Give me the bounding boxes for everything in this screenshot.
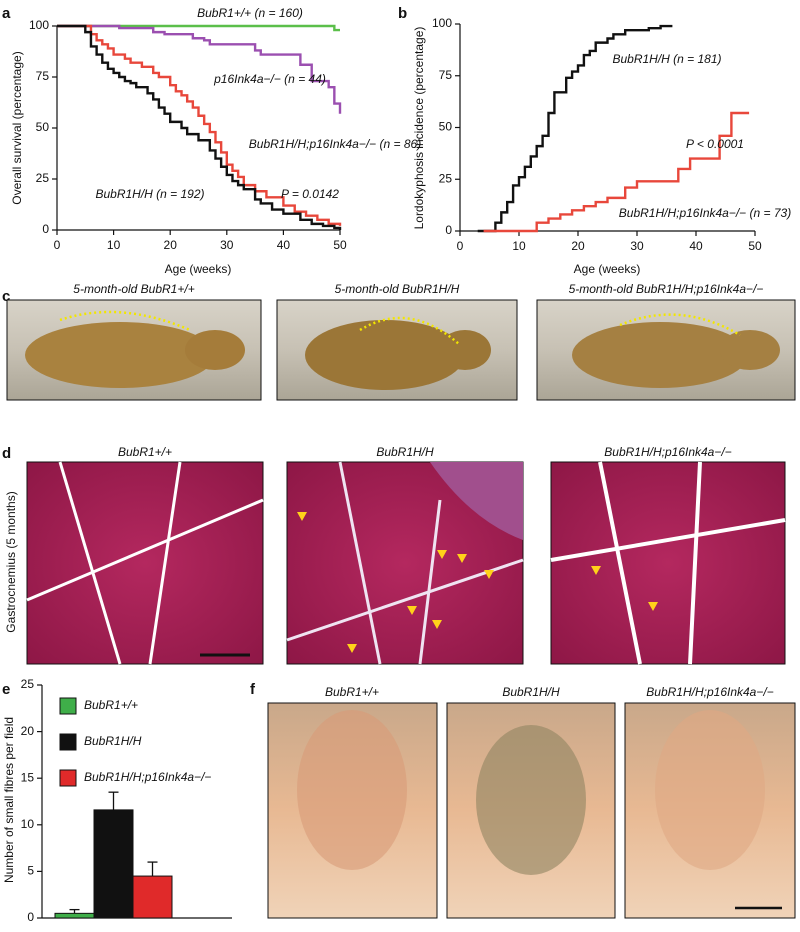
x-tick-label: 30 bbox=[220, 238, 234, 252]
x-tick-label: 0 bbox=[457, 239, 464, 253]
x-tick-label: 50 bbox=[748, 239, 762, 253]
caption: BubR1H/H bbox=[376, 445, 434, 459]
y-tick-label: 50 bbox=[36, 120, 50, 134]
panel-letter: a bbox=[2, 5, 11, 22]
y-tick-label: 20 bbox=[21, 724, 35, 738]
caption: BubR1H/H;p16Ink4a−/− bbox=[604, 445, 731, 459]
annotation: BubR1H/H (n = 192) bbox=[95, 187, 204, 201]
annotation: BubR1H/H (n = 181) bbox=[612, 52, 721, 66]
legend-swatch bbox=[59, 733, 77, 751]
legend-label: BubR1H/H;p16Ink4a−/− bbox=[84, 770, 211, 784]
survival-curve bbox=[57, 24, 342, 226]
annotation: P < 0.0001 bbox=[686, 137, 744, 151]
y-tick-label: 25 bbox=[36, 171, 50, 185]
y-tick-label: 75 bbox=[439, 68, 453, 82]
histology-photos bbox=[26, 461, 786, 665]
x-tick-label: 20 bbox=[571, 239, 585, 253]
y-tick-label: 0 bbox=[27, 910, 34, 924]
caption: 5-month-old BubR1+/+ bbox=[73, 282, 194, 296]
caption: 5-month-old BubR1H/H;p16Ink4a−/− bbox=[569, 282, 764, 296]
y-axis-label: Gastrocnemius (5 months) bbox=[4, 491, 18, 632]
x-tick-label: 50 bbox=[333, 238, 347, 252]
x-tick-label: 20 bbox=[164, 238, 178, 252]
x-tick-label: 30 bbox=[630, 239, 644, 253]
y-axis-label: Number of small fibres per field bbox=[2, 717, 16, 883]
caption: BubR1H/H;p16Ink4a−/− bbox=[646, 685, 773, 699]
y-tick-label: 15 bbox=[21, 770, 35, 784]
y-tick-label: 0 bbox=[445, 223, 452, 237]
y-tick-label: 25 bbox=[439, 171, 453, 185]
annotation: p16Ink4a−/− (n = 44) bbox=[213, 72, 326, 86]
y-tick-label: 75 bbox=[36, 69, 50, 83]
caption: BubR1+/+ bbox=[118, 445, 172, 459]
bar bbox=[93, 809, 134, 919]
survival-curve bbox=[57, 24, 342, 114]
x-tick-label: 40 bbox=[689, 239, 703, 253]
x-tick-label: 10 bbox=[512, 239, 526, 253]
survival-curve bbox=[477, 24, 673, 233]
survival-curve bbox=[483, 111, 750, 233]
annotation: P = 0.0142 bbox=[281, 187, 339, 201]
y-tick-label: 100 bbox=[432, 16, 452, 30]
x-tick-label: 40 bbox=[277, 238, 291, 252]
y-tick-label: 25 bbox=[21, 677, 35, 691]
y-tick-label: 100 bbox=[29, 18, 49, 32]
muscle-photos bbox=[267, 702, 796, 919]
legend-swatch bbox=[59, 769, 77, 787]
caption: BubR1+/+ bbox=[325, 685, 379, 699]
x-tick-label: 10 bbox=[107, 238, 121, 252]
y-tick-label: 10 bbox=[21, 817, 35, 831]
x-axis-label: Age (weeks) bbox=[165, 262, 232, 276]
mouse-photos bbox=[6, 299, 796, 401]
panel-letter: c bbox=[2, 288, 10, 305]
bar bbox=[54, 912, 95, 919]
annotation: BubR1H/H;p16Ink4a−/− (n = 86) bbox=[249, 137, 421, 151]
panel-letter: e bbox=[2, 681, 10, 698]
y-tick-label: 0 bbox=[42, 222, 49, 236]
caption: 5-month-old BubR1H/H bbox=[335, 282, 460, 296]
bar bbox=[132, 875, 173, 919]
x-tick-label: 0 bbox=[54, 238, 61, 252]
legend-label: BubR1+/+ bbox=[84, 698, 138, 712]
legend-label: BubR1H/H bbox=[84, 734, 142, 748]
y-axis-label: Overall survival (percentage) bbox=[10, 51, 24, 204]
annotation: BubR1+/+ (n = 160) bbox=[197, 6, 303, 20]
survival-curve bbox=[57, 24, 342, 230]
survival-curve bbox=[57, 24, 340, 32]
legend-swatch bbox=[59, 697, 77, 715]
panel-letter: d bbox=[2, 445, 11, 462]
x-axis-label: Age (weeks) bbox=[574, 262, 641, 276]
y-tick-label: 50 bbox=[439, 120, 453, 134]
annotation: BubR1H/H;p16Ink4a−/− (n = 73) bbox=[619, 206, 791, 220]
panel-letter: b bbox=[398, 5, 407, 22]
y-tick-label: 5 bbox=[27, 864, 34, 878]
caption: BubR1H/H bbox=[502, 685, 560, 699]
y-axis-label: Lordokyphosis incidence (percentage) bbox=[412, 27, 426, 230]
panel-letter: f bbox=[250, 681, 256, 698]
